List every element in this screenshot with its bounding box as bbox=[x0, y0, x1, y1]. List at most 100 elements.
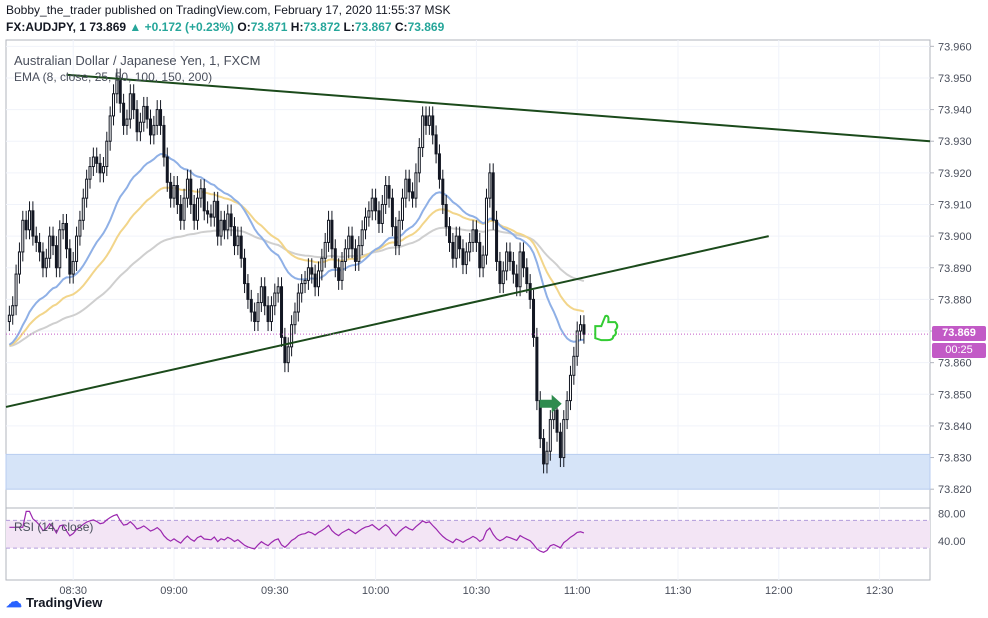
x-tick-label: 08:30 bbox=[59, 585, 87, 597]
candle-body bbox=[535, 336, 539, 402]
candle-body bbox=[98, 162, 102, 174]
candle-body bbox=[377, 210, 381, 224]
ema-100-line bbox=[8, 186, 585, 347]
candle-body bbox=[444, 203, 448, 228]
y-tick-label: 73.890 bbox=[938, 263, 972, 275]
y-tick-label: 73.880 bbox=[938, 294, 972, 306]
y-tick-label: 73.910 bbox=[938, 199, 972, 211]
candle-body bbox=[31, 210, 35, 237]
current-price-tag: 73.869 bbox=[932, 326, 986, 342]
candle-body bbox=[303, 279, 307, 285]
candle-body bbox=[293, 311, 297, 326]
candle-body bbox=[21, 219, 25, 253]
candle-body bbox=[558, 431, 562, 459]
ema-200-line bbox=[9, 226, 585, 348]
y-tick-label: 73.830 bbox=[938, 453, 972, 465]
candle-body bbox=[38, 241, 42, 253]
candle-body bbox=[458, 235, 462, 250]
candle-body bbox=[528, 283, 532, 300]
x-tick-label: 10:00 bbox=[362, 585, 390, 597]
candle-body bbox=[327, 219, 331, 243]
candle-body bbox=[417, 147, 421, 174]
candle-body bbox=[320, 257, 324, 272]
candle-body bbox=[239, 235, 243, 259]
candle-body bbox=[437, 153, 441, 180]
y-tick-label: 73.840 bbox=[938, 421, 972, 433]
candle-body bbox=[128, 93, 132, 120]
candle-body bbox=[568, 374, 572, 402]
green-arrow-icon bbox=[539, 394, 562, 413]
candle-body bbox=[340, 260, 344, 281]
rsi-tick-label: 40.00 bbox=[938, 536, 966, 548]
candle-body bbox=[159, 109, 163, 126]
candle-body bbox=[209, 213, 213, 218]
candle-body bbox=[505, 251, 509, 272]
support-zone bbox=[5, 453, 931, 490]
open-label: O: bbox=[237, 20, 251, 34]
candle-body bbox=[132, 93, 136, 111]
candle-body bbox=[222, 219, 226, 231]
candle-body bbox=[246, 283, 250, 300]
candle-body bbox=[427, 115, 431, 126]
candle-body bbox=[488, 172, 492, 199]
candle-body bbox=[142, 105, 146, 123]
candle-body bbox=[229, 213, 233, 228]
publisher-line: Bobby_the_trader published on TradingVie… bbox=[6, 3, 451, 17]
candle-body bbox=[555, 409, 559, 433]
candle-body bbox=[212, 200, 216, 218]
candle-body bbox=[508, 251, 512, 262]
candle-body bbox=[484, 197, 488, 256]
candle-body bbox=[75, 235, 79, 262]
candle-body bbox=[71, 260, 75, 275]
change-value: +0.172 (+0.23%) bbox=[144, 20, 235, 34]
symbol-ohlc-line: FX:AUDJPY, 1 73.869 ▲ +0.172 (+0.23%) O:… bbox=[6, 20, 444, 34]
rsi-line bbox=[9, 510, 585, 553]
candle-body bbox=[518, 251, 522, 288]
candle-body bbox=[81, 197, 85, 221]
high-value: 73.872 bbox=[303, 20, 341, 34]
candle-body bbox=[199, 188, 203, 199]
x-tick-label: 11:00 bbox=[564, 585, 591, 597]
x-tick-label: 09:30 bbox=[261, 585, 289, 597]
candle-body bbox=[202, 188, 206, 212]
candle-body bbox=[125, 118, 129, 126]
candle-timer-tag: 00:25 bbox=[932, 343, 986, 359]
candle-body bbox=[478, 241, 482, 269]
open-value: 73.871 bbox=[250, 20, 288, 34]
symbol: FX:AUDJPY, 1 bbox=[6, 20, 87, 34]
candle-body bbox=[364, 216, 368, 231]
candle-body bbox=[286, 346, 290, 364]
candle-body bbox=[565, 400, 569, 421]
candle-body bbox=[290, 324, 294, 348]
candle-body bbox=[44, 257, 48, 269]
candle-body bbox=[387, 185, 391, 199]
candle-body bbox=[68, 248, 72, 275]
y-tick-label: 73.860 bbox=[938, 358, 972, 370]
x-tick-label: 09:00 bbox=[160, 585, 188, 597]
support-trendline bbox=[5, 235, 769, 408]
tradingview-logo[interactable]: ☁ TradingView bbox=[6, 592, 102, 612]
candle-body bbox=[7, 314, 11, 323]
candle-body bbox=[414, 172, 418, 199]
candle-body bbox=[64, 222, 68, 250]
candle-body bbox=[367, 210, 371, 218]
candle-body bbox=[175, 185, 179, 205]
candle-body bbox=[296, 292, 300, 313]
candle-body bbox=[572, 355, 576, 376]
candle-body bbox=[521, 251, 525, 269]
thumbs-up-icon bbox=[594, 314, 619, 342]
candle-body bbox=[333, 248, 337, 269]
candle-body bbox=[370, 197, 374, 212]
rsi-band bbox=[6, 520, 930, 549]
candle-body bbox=[58, 229, 62, 269]
candle-body bbox=[108, 115, 112, 142]
y-tick-label: 73.950 bbox=[938, 73, 972, 85]
candle-body bbox=[182, 197, 186, 221]
candle-body bbox=[269, 305, 273, 323]
candle-body bbox=[112, 93, 116, 117]
candle-body bbox=[360, 229, 364, 247]
candle-body bbox=[350, 235, 354, 250]
candle-body bbox=[337, 267, 341, 281]
y-tick-label: 73.900 bbox=[938, 231, 972, 243]
